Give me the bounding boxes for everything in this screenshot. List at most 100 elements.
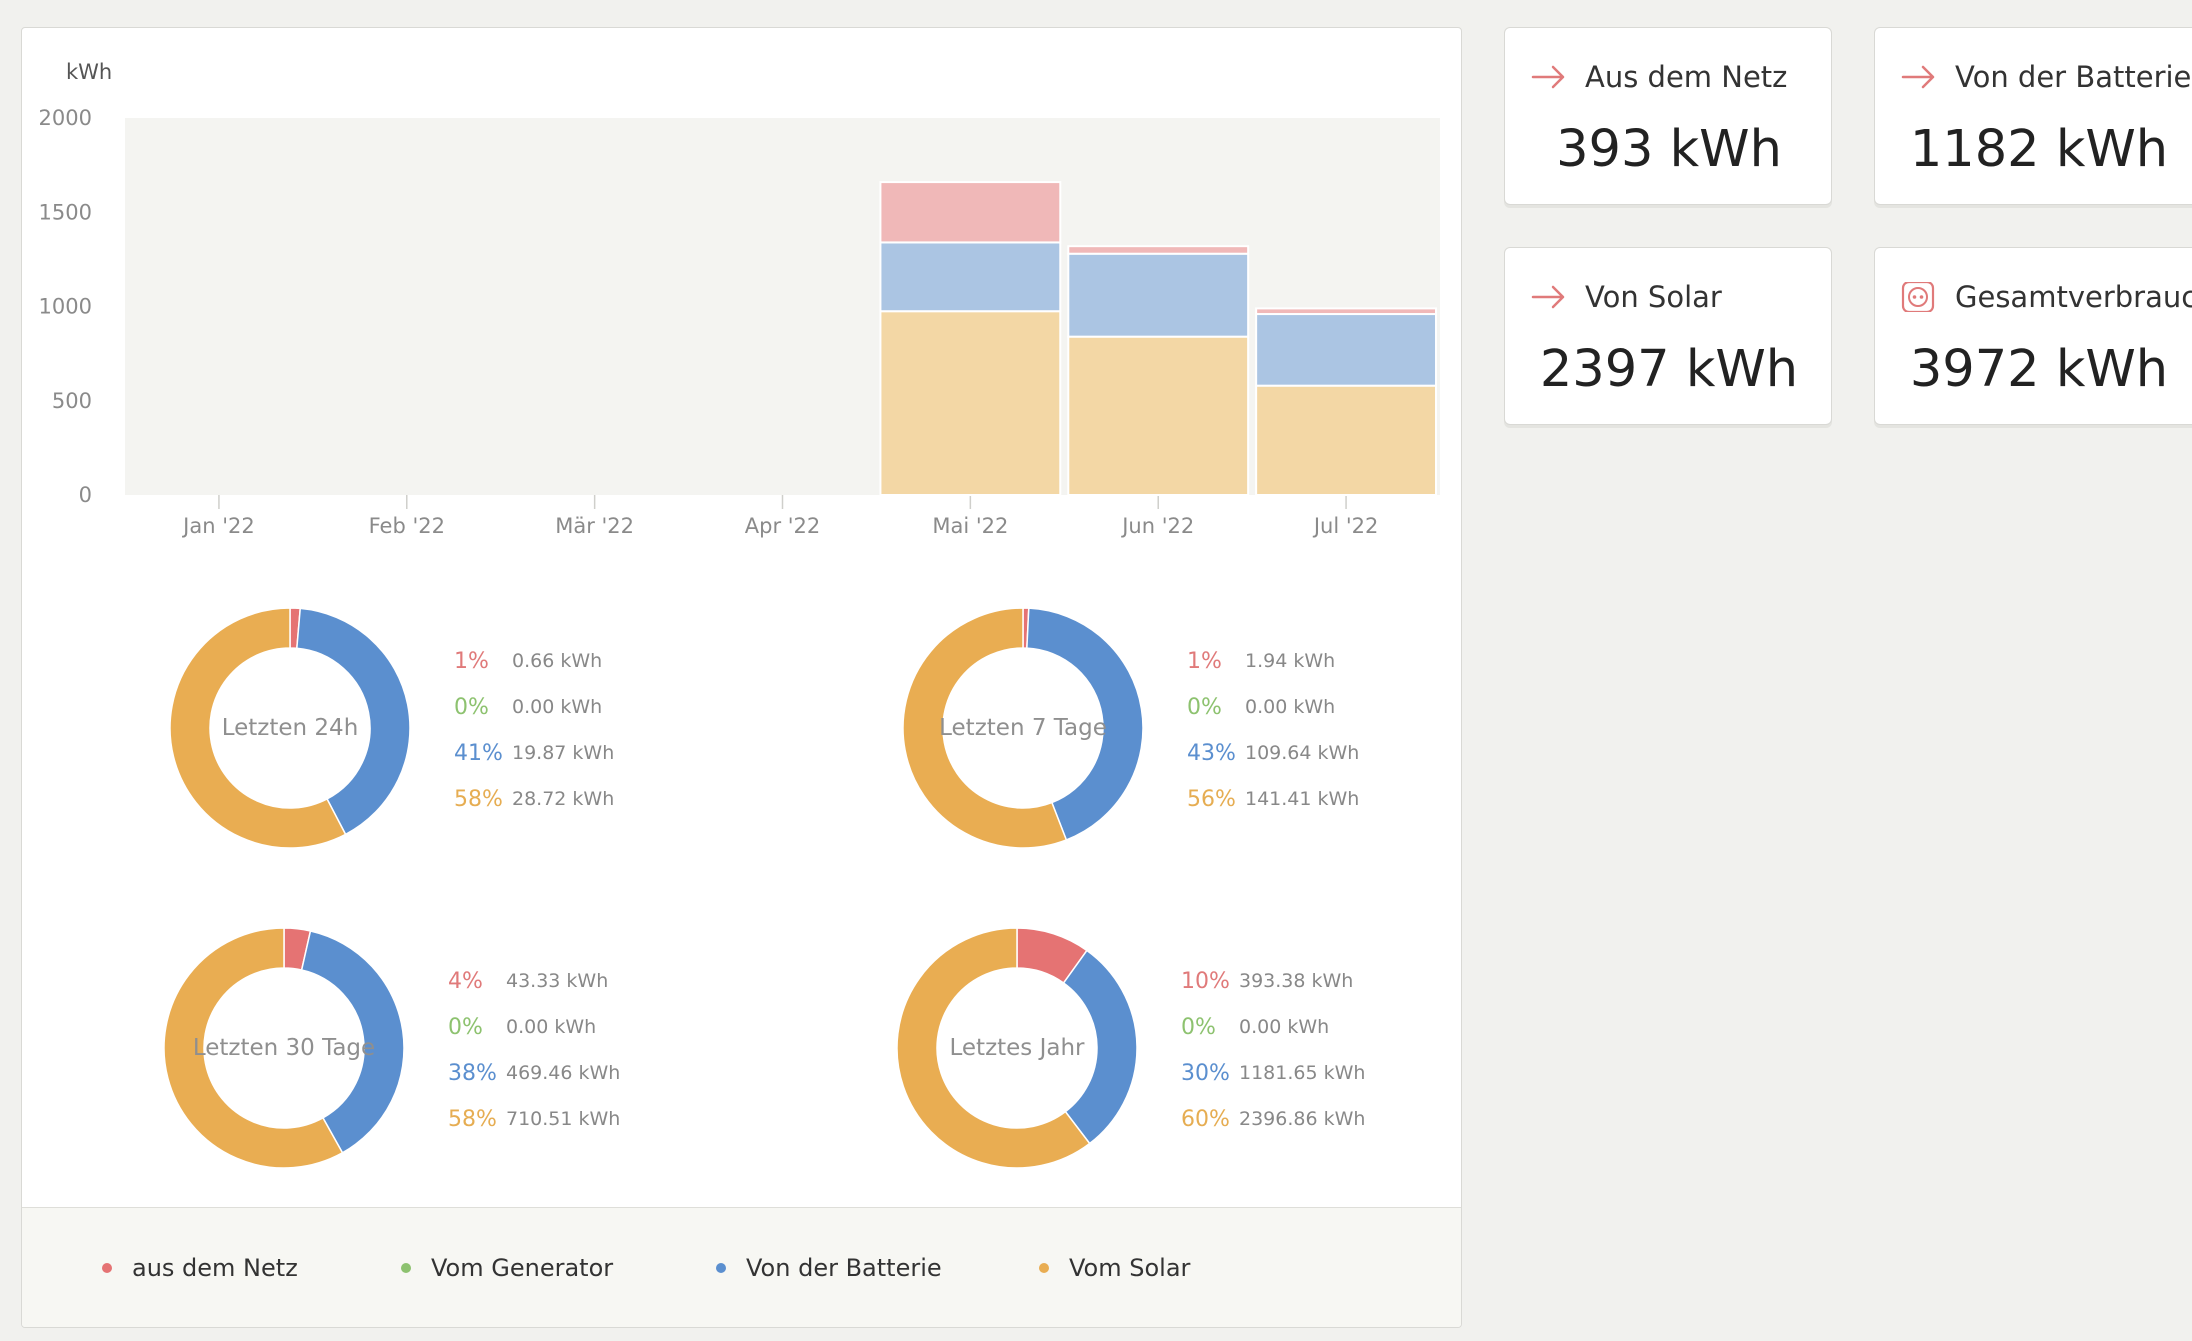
stat-card-from-solar: Von Solar 2397 kWh xyxy=(1504,247,1832,425)
value-grid: 43.33 kWh xyxy=(506,970,609,992)
value-generator: 0.00 kWh xyxy=(1245,696,1336,718)
legend-label: Von der Batterie xyxy=(746,1254,942,1282)
stat-value: 1182 kWh xyxy=(1909,120,2169,179)
legend-dot-solar xyxy=(1039,1263,1049,1273)
percent-grid: 10% xyxy=(1181,968,1230,994)
value-grid: 393.38 kWh xyxy=(1239,970,1354,992)
donut-row-solar: 58% 710.51 kWh xyxy=(448,1096,620,1142)
donut-legend: 10% 393.38 kWh 0% 0.00 kWh 30% 1181.65 kWh … xyxy=(1181,958,1365,1142)
value-battery: 19.87 kWh xyxy=(512,742,615,764)
donut-chart xyxy=(170,608,410,848)
donut-slice xyxy=(164,928,344,1168)
value-battery: 109.64 kWh xyxy=(1245,742,1360,764)
legend-label: aus dem Netz xyxy=(132,1254,298,1282)
donut-chart xyxy=(164,928,404,1168)
donut-slice xyxy=(170,608,347,848)
stat-value: 3972 kWh xyxy=(1909,340,2169,399)
stat-title: Gesamtverbrauch xyxy=(1955,280,2192,314)
value-battery: 469.46 kWh xyxy=(506,1062,621,1084)
energy-chart-panel: kWh 0 500 1000 1500 2000 Jan '22 Feb '22 Mär '22… xyxy=(21,27,1462,1328)
arrow-right-icon xyxy=(1901,65,1935,89)
bar-segment xyxy=(879,241,1062,313)
donut-row-grid: 10% 393.38 kWh xyxy=(1181,958,1365,1004)
value-generator: 0.00 kWh xyxy=(512,696,603,718)
percent-solar: 56% xyxy=(1187,786,1236,812)
y-tick-label: 1500 xyxy=(39,200,92,224)
donut-row-grid: 1% 1.94 kWh xyxy=(1187,638,1359,684)
bar-segment xyxy=(879,181,1062,244)
donut-row-solar: 56% 141.41 kWh xyxy=(1187,776,1359,822)
stat-card-from-grid: Aus dem Netz 393 kWh xyxy=(1504,27,1832,205)
percent-grid: 1% xyxy=(454,648,489,674)
legend-label: Vom Solar xyxy=(1069,1254,1191,1282)
value-generator: 0.00 kWh xyxy=(1239,1016,1330,1038)
donut-center-label: Letzten 7 Tage xyxy=(939,715,1107,741)
value-solar: 2396.86 kWh xyxy=(1239,1108,1366,1130)
donut-row-battery: 41% 19.87 kWh xyxy=(454,730,614,776)
donut-legend: 4% 43.33 kWh 0% 0.00 kWh 38% 469.46 kWh 58%… xyxy=(448,958,620,1142)
stat-value: 393 kWh xyxy=(1556,120,1782,179)
bar-segment xyxy=(1067,252,1250,338)
legend-dot-generator xyxy=(401,1263,411,1273)
bar-segment xyxy=(1067,335,1250,496)
legend-item-generator[interactable]: Vom Generator xyxy=(401,1208,614,1327)
bar-segment xyxy=(879,310,1062,496)
percent-battery: 41% xyxy=(454,740,503,766)
y-axis-unit-label: kWh xyxy=(66,60,112,84)
percent-grid: 4% xyxy=(448,968,483,994)
stat-title: Aus dem Netz xyxy=(1585,60,1788,94)
donut-row-battery: 43% 109.64 kWh xyxy=(1187,730,1359,776)
percent-grid: 1% xyxy=(1187,648,1222,674)
value-grid: 0.66 kWh xyxy=(512,650,603,672)
value-grid: 1.94 kWh xyxy=(1245,650,1336,672)
donut-row-solar: 58% 28.72 kWh xyxy=(454,776,614,822)
stat-title: Von Solar xyxy=(1585,280,1722,314)
donut-slice xyxy=(1026,608,1143,841)
legend-dot-battery xyxy=(716,1263,726,1273)
percent-battery: 30% xyxy=(1181,1060,1230,1086)
donut-row-generator: 0% 0.00 kWh xyxy=(1187,684,1359,730)
legend-label: Vom Generator xyxy=(431,1254,614,1282)
percent-solar: 58% xyxy=(454,786,503,812)
stat-card-from-battery: Von der Batterie 1182 kWh xyxy=(1874,27,2192,205)
legend-dot-grid xyxy=(102,1263,112,1273)
donut-slice xyxy=(897,928,1091,1168)
donut-center-label: Letzten 30 Tage xyxy=(192,1035,376,1061)
y-tick-label: 0 xyxy=(79,483,92,507)
percent-generator: 0% xyxy=(1187,694,1222,720)
x-tick-label: Feb '22 xyxy=(369,514,445,538)
donut-row-battery: 38% 469.46 kWh xyxy=(448,1050,620,1096)
donut-row-solar: 60% 2396.86 kWh xyxy=(1181,1096,1365,1142)
y-tick-label: 1000 xyxy=(39,295,92,319)
y-tick-label: 2000 xyxy=(39,106,92,130)
bar-segment xyxy=(1255,307,1437,316)
legend-item-grid[interactable]: aus dem Netz xyxy=(102,1208,298,1327)
percent-generator: 0% xyxy=(448,1014,483,1040)
stat-value: 2397 kWh xyxy=(1539,340,1799,399)
x-tick-label: Mai '22 xyxy=(932,514,1008,538)
value-solar: 141.41 kWh xyxy=(1245,788,1360,810)
bar-segment xyxy=(1067,245,1250,255)
value-generator: 0.00 kWh xyxy=(506,1016,597,1038)
x-tick-label: Jun '22 xyxy=(1120,514,1194,538)
donut-chart xyxy=(897,928,1137,1168)
percent-solar: 58% xyxy=(448,1106,497,1132)
donut-legend: 1% 1.94 kWh 0% 0.00 kWh 43% 109.64 kWh 56% 1… xyxy=(1187,638,1359,822)
x-tick-label: Jul '22 xyxy=(1312,514,1379,538)
monthly-energy-bar-chart: kWh 0 500 1000 1500 2000 Jan '22 Feb '22 Mär '22… xyxy=(39,60,1440,538)
percent-battery: 43% xyxy=(1187,740,1236,766)
legend-item-solar[interactable]: Vom Solar xyxy=(1039,1208,1191,1327)
legend-item-battery[interactable]: Von der Batterie xyxy=(716,1208,942,1327)
x-tick-label: Jan '22 xyxy=(181,514,255,538)
donut-row-grid: 4% 43.33 kWh xyxy=(448,958,620,1004)
x-tick-label: Apr '22 xyxy=(745,514,821,538)
value-solar: 710.51 kWh xyxy=(506,1108,621,1130)
donut-chart xyxy=(903,608,1143,848)
arrow-right-icon xyxy=(1531,65,1565,89)
donut-row-generator: 0% 0.00 kWh xyxy=(1181,1004,1365,1050)
value-battery: 1181.65 kWh xyxy=(1239,1062,1366,1084)
stat-card-total-consumption: Gesamtverbrauch 3972 kWh xyxy=(1874,247,2192,425)
bar-segment xyxy=(1255,313,1437,387)
donut-slice xyxy=(903,608,1068,848)
donut-row-generator: 0% 0.00 kWh xyxy=(448,1004,620,1050)
